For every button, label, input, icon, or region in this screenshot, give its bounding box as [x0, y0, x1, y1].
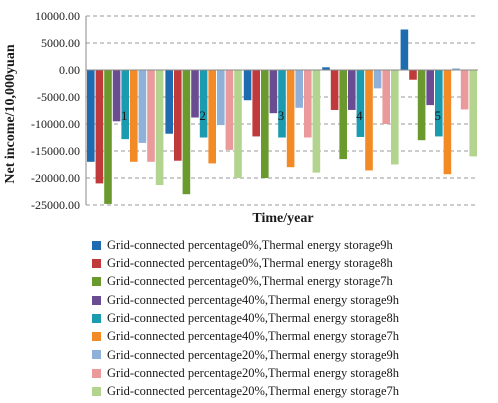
- legend-swatch: [92, 240, 101, 250]
- legend-item: Grid-connected percentage20%,Thermal ene…: [92, 382, 492, 400]
- bars: [87, 29, 477, 204]
- bar: [234, 70, 242, 178]
- y-tick-label: 5000.00: [41, 36, 80, 50]
- legend-item: Grid-connected percentage20%,Thermal ene…: [92, 364, 492, 382]
- legend-swatch: [92, 387, 101, 397]
- bar: [286, 70, 295, 168]
- legend-item: Grid-connected percentage0%,Thermal ener…: [92, 254, 492, 272]
- legend-item: Grid-connected percentage20%,Thermal ene…: [92, 346, 492, 364]
- y-tick-label: -5000.00: [37, 90, 80, 104]
- bar: [208, 70, 216, 164]
- bar: [217, 70, 225, 126]
- bar: [147, 70, 155, 162]
- y-tick-label: -15000.00: [31, 144, 80, 158]
- legend-swatch: [92, 277, 101, 287]
- bar: [138, 70, 147, 143]
- legend-item: Grid-connected percentage40%,Thermal ene…: [92, 309, 492, 327]
- bar: [165, 70, 173, 134]
- legend-label: Grid-connected percentage0%,Thermal ener…: [107, 274, 393, 289]
- x-axis-label: Time/year: [252, 211, 313, 226]
- y-tick-label: -25000.00: [31, 198, 80, 212]
- bar: [225, 70, 234, 150]
- bar: [243, 70, 252, 101]
- legend-label: Grid-connected percentage0%,Thermal ener…: [107, 237, 393, 252]
- y-axis-label: Net income/10,000yuan: [3, 44, 18, 183]
- x-tick-label: 5: [435, 108, 442, 123]
- x-tick-label: 4: [356, 108, 363, 123]
- bar: [400, 29, 409, 70]
- bar: [112, 70, 121, 122]
- bar: [373, 70, 382, 89]
- legend-label: Grid-connected percentage40%,Thermal ene…: [107, 311, 399, 326]
- bar: [130, 70, 138, 162]
- legend-label: Grid-connected percentage40%,Thermal ene…: [107, 292, 399, 307]
- bar: [435, 70, 443, 137]
- legend-swatch: [92, 258, 101, 268]
- y-tick-label: -20000.00: [31, 171, 80, 185]
- bar: [95, 70, 104, 184]
- legend-label: Grid-connected percentage20%,Thermal ene…: [107, 365, 399, 380]
- bar: [382, 70, 390, 124]
- bar: [348, 70, 356, 110]
- y-tick-label: 0.00: [59, 63, 80, 77]
- bar: [339, 70, 347, 160]
- legend-item: Grid-connected percentage0%,Thermal ener…: [92, 273, 492, 291]
- bar: [182, 70, 191, 195]
- legend-swatch: [92, 332, 101, 342]
- x-tick-label: 1: [121, 108, 128, 123]
- axes: 10000.00 5000.00 0.00 -5000.00 -10000.00 -150…: [31, 9, 478, 212]
- bar: [452, 68, 460, 70]
- legend-swatch: [92, 313, 101, 323]
- bar: [443, 70, 452, 175]
- bar: [330, 70, 339, 110]
- legend-label: Grid-connected percentage20%,Thermal ene…: [107, 384, 399, 399]
- chart: 10000.00 5000.00 0.00 -5000.00 -10000.00 -150…: [3, 9, 478, 226]
- bar: [199, 70, 208, 138]
- bar: [261, 70, 269, 178]
- legend-item: Grid-connected percentage40%,Thermal ene…: [92, 327, 492, 345]
- bar: [312, 70, 321, 173]
- legend-label: Grid-connected percentage0%,Thermal ener…: [107, 256, 393, 271]
- bar: [121, 70, 129, 140]
- bar: [365, 70, 373, 171]
- bar: [155, 70, 164, 186]
- bar: [295, 70, 303, 108]
- bar: [104, 70, 112, 204]
- bar: [278, 70, 286, 138]
- y-tick-label: -10000.00: [31, 117, 80, 131]
- bar: [322, 67, 330, 70]
- legend-swatch: [92, 368, 101, 378]
- legend-label: Grid-connected percentage20%,Thermal ene…: [107, 347, 399, 362]
- bar: [304, 70, 312, 138]
- bar: [252, 70, 260, 137]
- x-tick-label: 3: [278, 108, 285, 123]
- legend: Grid-connected percentage0%,Thermal ener…: [92, 236, 492, 401]
- legend-item: Grid-connected percentage40%,Thermal ene…: [92, 291, 492, 309]
- bar: [356, 70, 365, 137]
- bar: [460, 70, 469, 110]
- bar: [409, 70, 417, 80]
- bar: [469, 70, 477, 157]
- legend-item: Grid-connected percentage0%,Thermal ener…: [92, 236, 492, 254]
- bar: [391, 70, 399, 165]
- x-tick-label: 2: [199, 108, 206, 123]
- bar: [174, 70, 182, 161]
- legend-swatch: [92, 350, 101, 360]
- bar: [191, 70, 199, 118]
- bar: [269, 70, 278, 114]
- bar: [417, 70, 426, 141]
- legend-label: Grid-connected percentage40%,Thermal ene…: [107, 329, 399, 344]
- y-tick-label: 10000.00: [35, 9, 80, 23]
- bar: [426, 70, 434, 106]
- bar: [87, 70, 95, 162]
- legend-swatch: [92, 295, 101, 305]
